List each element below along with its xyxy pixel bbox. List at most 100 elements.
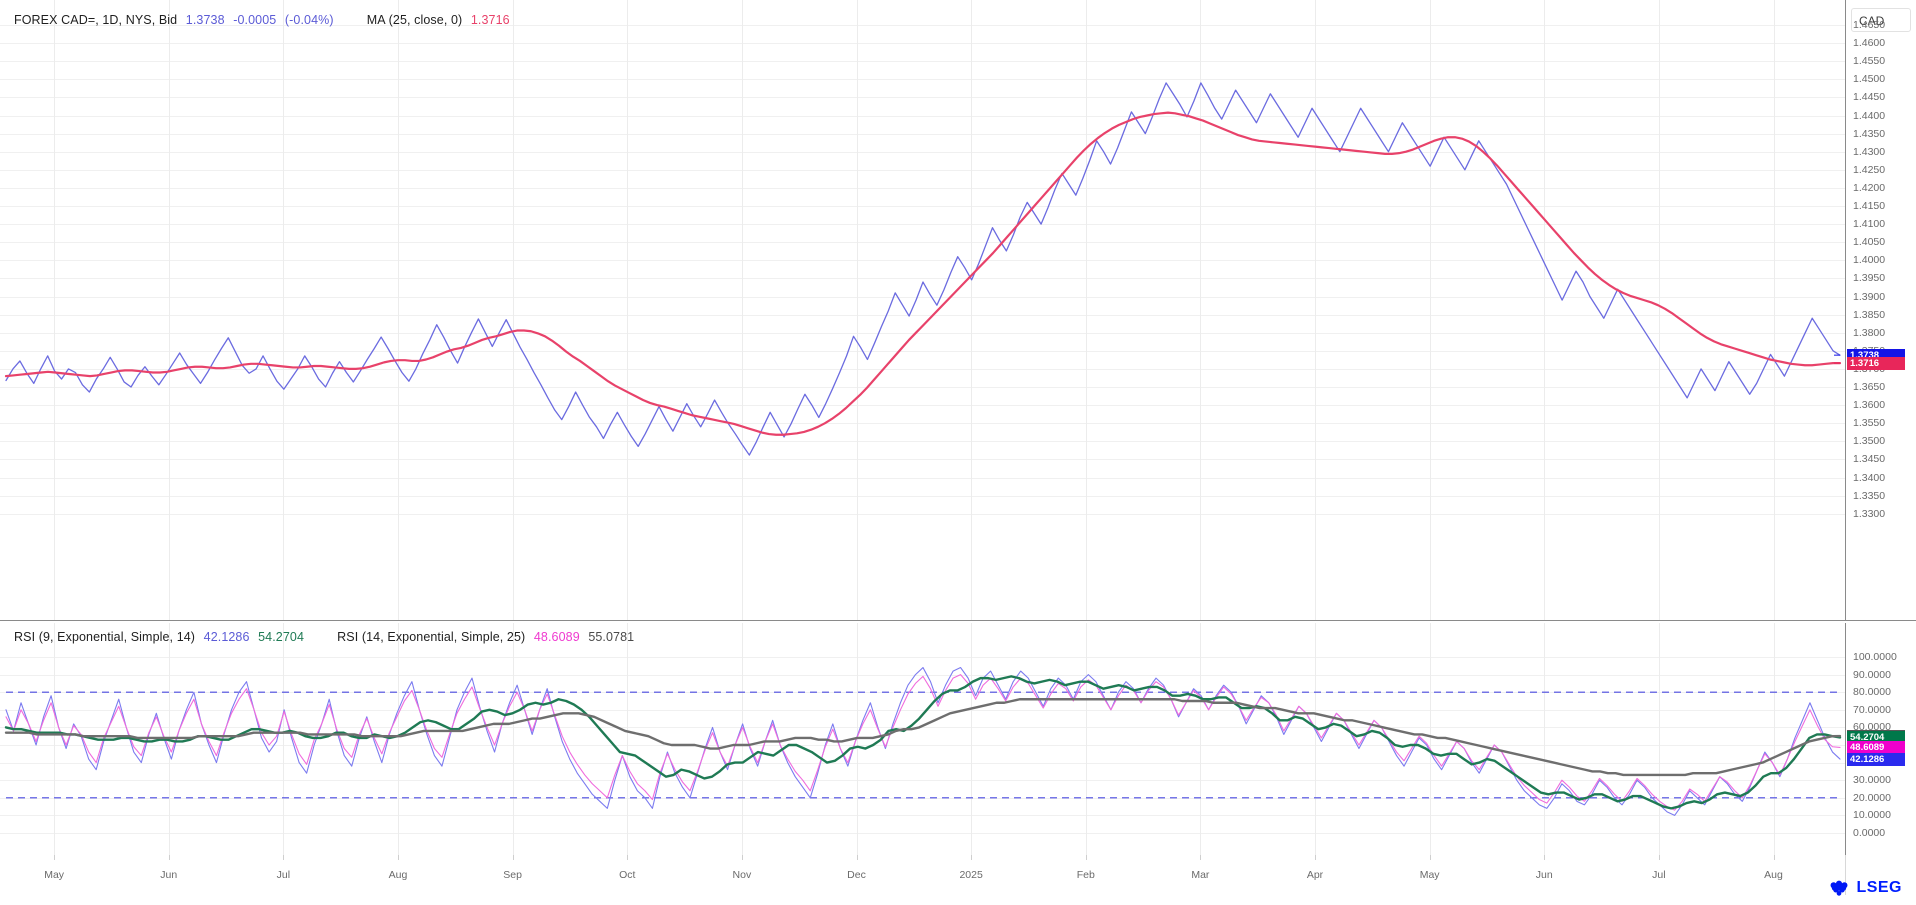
- gridline: [398, 0, 400, 620]
- gridline: [0, 368, 1845, 370]
- price-axis-tick: 1.4500: [1853, 73, 1886, 86]
- price-axis-tick: 1.3300: [1853, 507, 1886, 520]
- gridline: [0, 224, 1845, 226]
- lseg-wordmark: LSEG: [1856, 879, 1902, 896]
- price-pane[interactable]: [0, 0, 1845, 620]
- price-axis-tick: 1.3550: [1853, 417, 1886, 430]
- gridline: [1544, 623, 1546, 855]
- gridline: [0, 423, 1845, 425]
- rsi9-signal-badge[interactable]: 54.2704: [1847, 731, 1905, 745]
- rsi-axis-tick: 30.0000: [1853, 774, 1891, 787]
- gridline: [1085, 623, 1087, 855]
- gridline: [283, 623, 285, 855]
- gridline: [0, 278, 1845, 280]
- gridline: [1773, 0, 1775, 620]
- currency-badge-box: [1851, 8, 1911, 32]
- currency-label: CAD: [1859, 14, 1885, 28]
- time-tick-mark: [1658, 855, 1660, 860]
- price-axis-tick: 1.4300: [1853, 145, 1886, 158]
- time-axis-tick: Oct: [619, 869, 636, 881]
- symbol-label[interactable]: FOREX CAD=, 1D, NYS, Bid: [14, 13, 178, 27]
- gridline: [283, 0, 285, 620]
- time-tick-mark: [168, 855, 170, 860]
- price-plot: [4, 82, 1842, 456]
- rsi-pane[interactable]: [0, 623, 1845, 855]
- rsi9-value: 42.1286: [203, 630, 250, 644]
- gridline: [0, 405, 1845, 407]
- rsi14-label[interactable]: RSI (14, Exponential, Simple, 25): [337, 630, 526, 644]
- price-axis-tick: 1.4350: [1853, 127, 1886, 140]
- rsi-axis-divider: [1845, 623, 1846, 855]
- ma-price-badge[interactable]: 1.3716: [1847, 357, 1905, 371]
- rsi-axis-tick: 80.0000: [1853, 686, 1891, 699]
- price-axis-tick: 1.4650: [1853, 19, 1886, 31]
- price-axis-tick: 1.4150: [1853, 200, 1886, 212]
- price-legend: FOREX CAD=, 1D, NYS, Bid 1.3738 -0.0005 …: [14, 13, 515, 27]
- time-axis-tick: Feb: [1076, 869, 1095, 881]
- rsi-axis-tick: 90.0000: [1853, 668, 1891, 681]
- gridline: [512, 0, 514, 620]
- gridline: [54, 0, 56, 620]
- time-tick-mark: [971, 855, 973, 860]
- time-axis-tick: Sep: [503, 869, 522, 881]
- gridline: [856, 0, 858, 620]
- price-axis-tick: 1.4400: [1853, 109, 1886, 122]
- gridline: [0, 296, 1845, 298]
- time-tick-mark: [1315, 855, 1317, 860]
- price-axis-tick: 1.4100: [1853, 218, 1886, 231]
- rsi14-signal-line: [4, 698, 1842, 777]
- gridline: [0, 133, 1845, 135]
- price-axis-tick: 1.3650: [1853, 381, 1886, 393]
- time-tick-mark: [1200, 855, 1202, 860]
- gridline: [0, 314, 1845, 316]
- time-axis-tick: Jul: [1652, 869, 1666, 881]
- time-tick-mark: [627, 855, 629, 860]
- gridline: [0, 745, 1845, 746]
- gridline: [1429, 623, 1431, 855]
- gridline: [1658, 0, 1660, 620]
- rsi-axis[interactable]: 100.000090.000080.000070.000060.000050.0…: [1845, 623, 1916, 855]
- price-axis-tick: 1.4600: [1853, 37, 1886, 50]
- lseg-emblem-icon: [1830, 880, 1848, 896]
- gridline: [971, 623, 973, 855]
- rsi9-signal-value: 54.2704: [258, 630, 304, 644]
- gridline: [1200, 0, 1202, 620]
- price-axis[interactable]: CAD 1.4650 1.4600 1.4550 1.4500 1.4450 1.4400…: [1845, 0, 1916, 620]
- gridline: [1085, 0, 1087, 620]
- gridline: [0, 815, 1845, 817]
- gridline: [54, 623, 56, 855]
- pane-separator-top[interactable]: [0, 620, 1916, 621]
- gridline: [512, 623, 514, 855]
- gridline: [0, 709, 1845, 711]
- price-axis-tick: 1.3900: [1853, 290, 1886, 303]
- price-axis-tick: 1.4250: [1853, 163, 1886, 176]
- time-axis-tick: Jul: [276, 869, 291, 881]
- gridline: [741, 0, 743, 620]
- price-axis-tick: 1.4000: [1853, 254, 1886, 267]
- time-axis[interactable]: May Jun Jul Aug Sep Oct Nov Dec 2025 Feb Mar Apr May…: [0, 855, 1916, 905]
- gridline: [0, 115, 1845, 117]
- gridline: [0, 25, 1845, 26]
- rsi14-line: [5, 674, 1841, 811]
- gridline: [0, 441, 1845, 443]
- gridline: [1200, 623, 1202, 855]
- ma-line: [4, 111, 1842, 436]
- price-axis-tick: 1.3500: [1853, 435, 1886, 448]
- price-axis-tick: 1.3850: [1853, 308, 1886, 321]
- time-tick-mark: [1429, 855, 1431, 860]
- price-line: [5, 82, 1841, 456]
- time-axis-tick: Jun: [1535, 869, 1553, 881]
- price-axis-tick: 1.3400: [1853, 471, 1886, 484]
- rsi9-label[interactable]: RSI (9, Exponential, Simple, 14): [14, 630, 196, 644]
- price-axis-tick: 1.4550: [1853, 55, 1886, 68]
- gridline: [971, 0, 973, 620]
- rsi14-badge[interactable]: 48.6089: [1847, 741, 1905, 755]
- rsi14-value: 48.6089: [533, 630, 580, 644]
- time-tick-mark: [512, 855, 514, 860]
- gridline: [0, 242, 1845, 244]
- time-axis-tick: May: [44, 869, 65, 881]
- price-axis-tick: 1.3450: [1853, 453, 1886, 466]
- gridline: [0, 727, 1845, 729]
- ma-indicator-label[interactable]: MA (25, close, 0): [366, 13, 463, 27]
- rsi9-badge[interactable]: 42.1286: [1847, 752, 1905, 766]
